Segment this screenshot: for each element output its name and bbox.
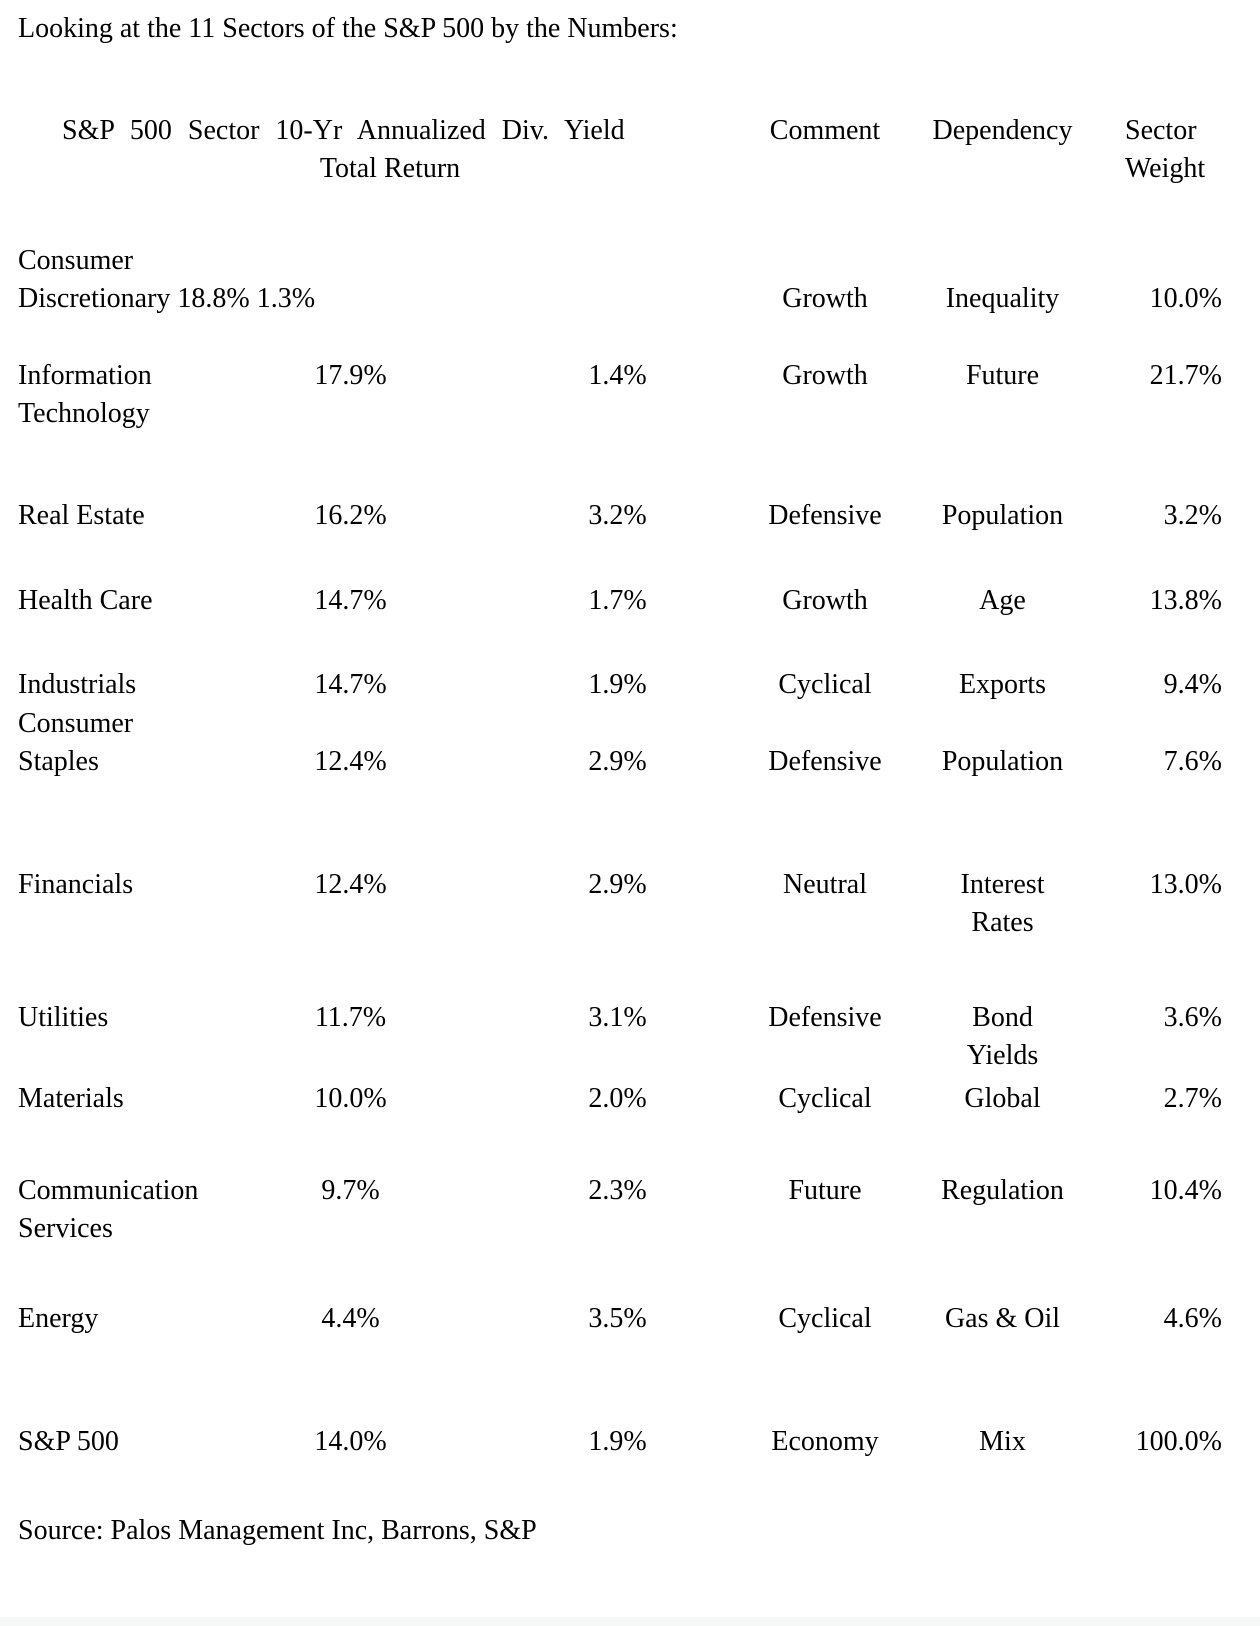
cell-comment: Future xyxy=(788,1175,862,1206)
cell-comment: Cyclical xyxy=(778,1303,872,1334)
cell-sector-weight: 10.0% xyxy=(1149,283,1222,314)
cell-sector-name: Energy xyxy=(18,1303,99,1334)
cell-dependency: Age xyxy=(979,585,1026,616)
cell-total-return: 16.2% xyxy=(314,500,387,531)
cell-total-return: 11.7% xyxy=(314,1002,387,1033)
cell-dependency: Inequality xyxy=(945,283,1060,314)
bottom-edge-strip xyxy=(0,1617,1260,1626)
cell-comment: Defensive xyxy=(768,746,882,777)
cell-div-yield: 2.3% xyxy=(588,1175,647,1206)
cell-sector-weight: 7.6% xyxy=(1163,746,1222,777)
column-header-sector-weight: Sector Weight xyxy=(1125,115,1206,184)
cell-comment: Economy xyxy=(771,1426,879,1457)
cell-comment: Growth xyxy=(782,585,868,616)
cell-total-return: 14.7% xyxy=(314,585,387,616)
cell-sector-weight: 100.0% xyxy=(1135,1426,1222,1457)
cell-dependency: Bond Yields xyxy=(966,1002,1039,1071)
column-header-dependency: Dependency xyxy=(932,115,1073,146)
cell-sector-weight: 3.2% xyxy=(1163,500,1222,531)
cell-sector-name: Financials xyxy=(18,869,134,900)
cell-sector-weight: 4.6% xyxy=(1163,1303,1222,1334)
cell-sector-name: Real Estate xyxy=(18,500,145,531)
cell-total-return: 14.0% xyxy=(314,1426,387,1457)
cell-total-return: 12.4% xyxy=(314,746,387,777)
cell-div-yield: 2.9% xyxy=(588,746,647,777)
cell-sector-weight: 2.7% xyxy=(1163,1083,1222,1114)
cell-sector-weight: 3.6% xyxy=(1163,1002,1222,1033)
cell-dependency: Gas & Oil xyxy=(944,1303,1061,1334)
cell-total-return: 9.7% xyxy=(321,1175,380,1206)
cell-div-yield: 2.9% xyxy=(588,869,647,900)
cell-comment: Growth xyxy=(782,283,868,314)
cell-dependency: Regulation xyxy=(941,1175,1064,1206)
cell-dependency: Mix xyxy=(979,1426,1026,1457)
column-header-sector-return-yield: S&P 500 Sector 10-Yr Annualized Div. Yie… xyxy=(62,115,625,146)
cell-sector-weight: 10.4% xyxy=(1149,1175,1222,1206)
cell-sector-name: Health Care xyxy=(18,585,153,616)
cell-div-yield: 3.1% xyxy=(588,1002,647,1033)
cell-total-return: 4.4% xyxy=(321,1303,380,1334)
source-note: Source: Palos Management Inc, Barrons, S… xyxy=(18,1515,537,1546)
cell-sector-name: Materials xyxy=(18,1083,124,1114)
cell-div-yield: 1.7% xyxy=(588,585,647,616)
cell-sector-name: S&P 500 xyxy=(18,1426,119,1457)
cell-sector-name: Consumer Staples xyxy=(18,708,134,777)
cell-sector-weight: 9.4% xyxy=(1163,669,1222,700)
column-header-total-return: Total Return xyxy=(319,153,461,184)
cell-total-return: 12.4% xyxy=(314,869,387,900)
cell-div-yield: 3.2% xyxy=(588,500,647,531)
cell-dependency: Interest Rates xyxy=(960,869,1045,938)
cell-dependency: Exports xyxy=(958,669,1047,700)
cell-dependency: Global xyxy=(964,1083,1041,1114)
cell-sector-name: Communication Services xyxy=(18,1175,199,1244)
column-header-comment: Comment xyxy=(769,115,881,146)
cell-sector-name: Utilities xyxy=(18,1002,109,1033)
cell-comment: Cyclical xyxy=(778,1083,872,1114)
cell-comment: Cyclical xyxy=(778,669,872,700)
cell-dependency: Future xyxy=(965,360,1040,391)
cell-comment: Defensive xyxy=(768,500,882,531)
cell-div-yield: 1.9% xyxy=(588,669,647,700)
cell-comment: Neutral xyxy=(783,869,867,900)
cell-sector-weight: 21.7% xyxy=(1149,360,1222,391)
cell-sector-name: Information Technology xyxy=(18,360,152,429)
cell-div-yield: 1.9% xyxy=(588,1426,647,1457)
cell-sector-weight: 13.0% xyxy=(1149,869,1222,900)
cell-total-return: 10.0% xyxy=(314,1083,387,1114)
cell-div-yield: 1.4% xyxy=(588,360,647,391)
cell-sector-name: Industrials xyxy=(18,669,137,700)
document-title: Looking at the 11 Sectors of the S&P 500… xyxy=(18,13,678,44)
cell-dependency: Population xyxy=(941,500,1064,531)
cell-sector-name: Consumer Discretionary 18.8% 1.3% xyxy=(18,245,316,314)
cell-div-yield: 3.5% xyxy=(588,1303,647,1334)
cell-comment: Defensive xyxy=(768,1002,882,1033)
cell-div-yield: 2.0% xyxy=(588,1083,647,1114)
cell-dependency: Population xyxy=(941,746,1064,777)
cell-comment: Growth xyxy=(782,360,868,391)
cell-sector-weight: 13.8% xyxy=(1149,585,1222,616)
cell-total-return: 14.7% xyxy=(314,669,387,700)
cell-total-return: 17.9% xyxy=(314,360,387,391)
